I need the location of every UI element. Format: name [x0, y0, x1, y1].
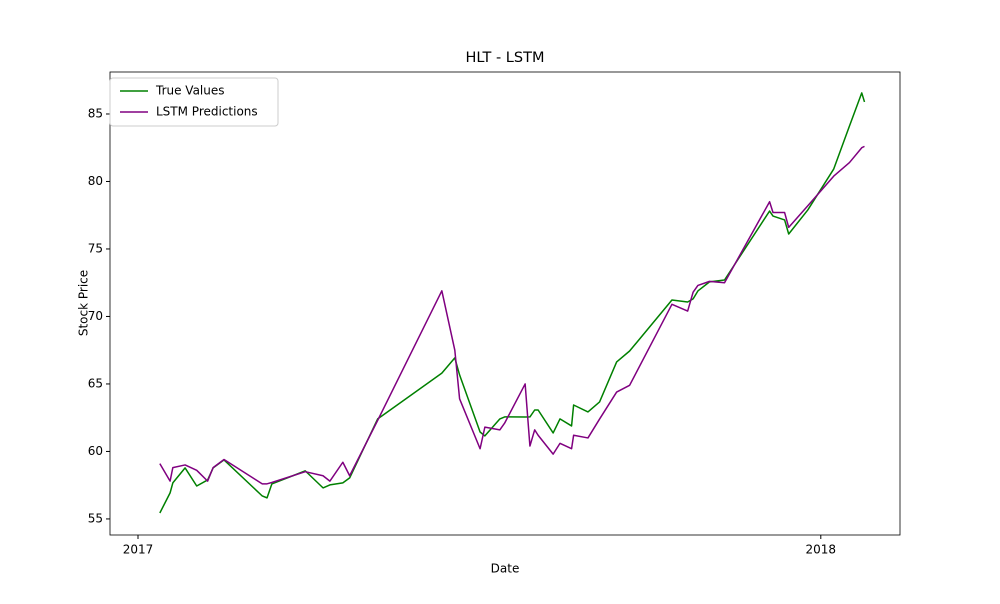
plot-frame	[109, 71, 901, 536]
y-tick-label: 80	[88, 174, 103, 188]
y-tick-label: 60	[88, 444, 103, 458]
y-tick-label: 75	[88, 241, 103, 255]
legend-label: True Values	[155, 84, 225, 98]
x-tick-label: 2017	[123, 543, 154, 557]
data-line	[159, 145, 865, 485]
x-tick-label: 2018	[806, 543, 837, 557]
y-tick-label: 55	[88, 511, 103, 525]
x-axis-label: Date	[491, 562, 520, 576]
y-axis-label: Stock Price	[77, 270, 91, 336]
legend-box	[109, 77, 279, 127]
y-tick-label: 85	[88, 106, 103, 120]
y-tick-label: 70	[88, 309, 103, 323]
data-line	[159, 92, 866, 514]
chart-title: HLT - LSTM	[466, 50, 545, 66]
legend-label: LSTM Predictions	[156, 105, 258, 119]
y-tick-label: 65	[88, 376, 103, 390]
